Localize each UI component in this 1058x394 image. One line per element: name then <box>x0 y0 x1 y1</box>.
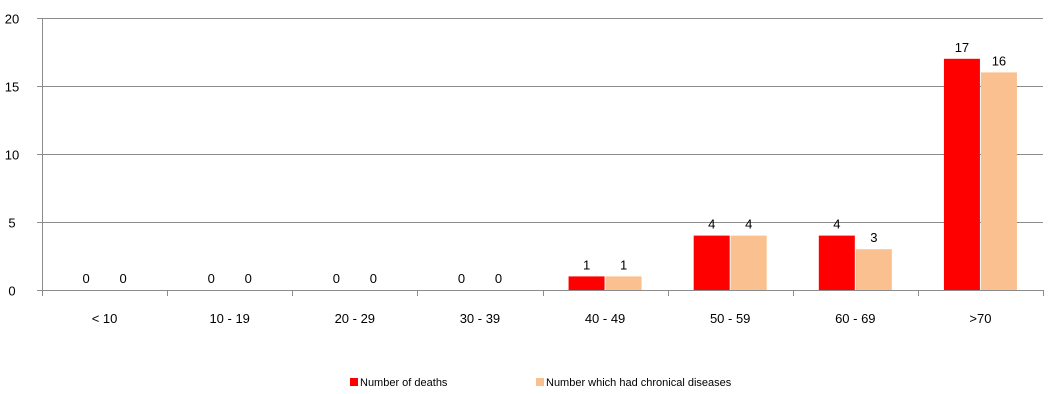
data-label: 1 <box>583 257 590 272</box>
grid <box>42 18 1043 223</box>
x-tick-label: 60 - 69 <box>835 311 875 326</box>
bar <box>730 235 767 290</box>
data-label: 3 <box>870 230 877 245</box>
bars <box>568 58 1017 291</box>
x-tick-label: < 10 <box>92 311 118 326</box>
data-label: 16 <box>992 53 1006 68</box>
legend: Number of deaths Number which had chronic… <box>350 377 732 389</box>
y-tick-label: 15 <box>5 80 19 95</box>
x-tick-label: >70 <box>969 311 991 326</box>
bar <box>943 58 980 290</box>
legend-item: Number which had chronical diseases <box>536 377 732 389</box>
bar <box>568 276 605 290</box>
data-label: 0 <box>495 271 502 286</box>
bar <box>693 235 730 290</box>
bar <box>855 249 892 290</box>
data-label: 4 <box>708 217 715 232</box>
y-tick-label: 10 <box>5 148 19 163</box>
legend-item: Number of deaths <box>350 377 448 389</box>
legend-swatch <box>536 378 544 386</box>
x-tick-label: 40 - 49 <box>585 311 625 326</box>
data-label: 0 <box>333 271 340 286</box>
x-tick-label: 20 - 29 <box>335 311 375 326</box>
bar <box>818 235 855 290</box>
x-tick-label: 30 - 39 <box>460 311 500 326</box>
data-label: 0 <box>370 271 377 286</box>
data-label: 4 <box>833 217 840 232</box>
y-tick-label: 5 <box>8 216 15 231</box>
data-label: 0 <box>119 271 126 286</box>
data-labels: 0 0 0 0 1 4 4 17 0 0 0 0 1 4 3 16 <box>82 40 1006 286</box>
legend-swatch <box>350 378 358 386</box>
data-label: 4 <box>745 217 752 232</box>
x-tick-label: 10 - 19 <box>209 311 249 326</box>
data-label: 0 <box>458 271 465 286</box>
data-label: 1 <box>620 257 627 272</box>
data-label: 0 <box>82 271 89 286</box>
data-label: 17 <box>955 40 969 55</box>
data-label: 0 <box>208 271 215 286</box>
y-tick-label: 0 <box>8 284 15 299</box>
legend-label: Number of deaths <box>360 377 448 389</box>
data-label: 0 <box>245 271 252 286</box>
x-tick-label: 50 - 59 <box>710 311 750 326</box>
y-tick-label: 20 <box>5 12 19 27</box>
legend-label: Number which had chronical diseases <box>546 377 732 389</box>
bar <box>980 72 1017 291</box>
bar <box>605 276 642 290</box>
